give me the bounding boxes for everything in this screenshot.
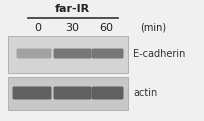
FancyBboxPatch shape [53,87,91,99]
FancyBboxPatch shape [16,49,51,58]
FancyBboxPatch shape [12,87,51,99]
Text: actin: actin [132,88,156,98]
Text: E-cadherin: E-cadherin [132,49,184,59]
Bar [8,77,127,110]
FancyBboxPatch shape [91,49,123,58]
Bar [8,36,127,73]
Text: 0: 0 [34,23,41,33]
FancyBboxPatch shape [91,87,123,99]
FancyBboxPatch shape [53,49,91,58]
Text: (min): (min) [139,23,165,33]
Text: 60: 60 [99,23,112,33]
Text: far-IR: far-IR [54,4,89,14]
Text: 30: 30 [65,23,79,33]
